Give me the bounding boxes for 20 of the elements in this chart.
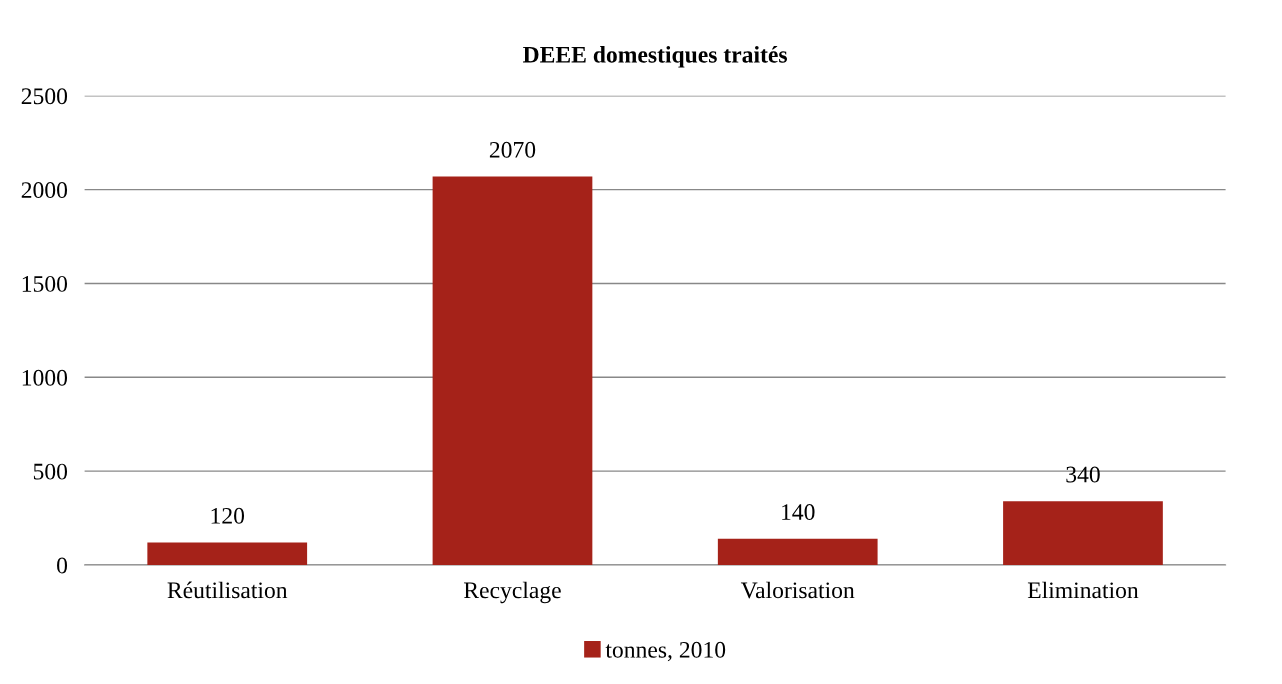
data-label: 140: [782, 504, 815, 521]
x-tick-label: Elimination: [1027, 581, 1139, 599]
y-tick-label: 0: [57, 557, 68, 574]
legend-label: tonnes, 2010: [605, 641, 726, 662]
y-tick-label: 2000: [21, 182, 68, 199]
y-tick-label: 1000: [22, 369, 68, 386]
bar: [1003, 501, 1163, 565]
data-label: 120: [211, 507, 245, 524]
x-tick-label: Réutilisation: [167, 581, 288, 599]
x-tick-label: Recyclage: [464, 581, 561, 604]
bar: [147, 542, 308, 565]
bar: [432, 176, 593, 565]
chart-title: DEEE domestiques traités: [523, 46, 788, 68]
x-tick-label: Valorisation: [740, 581, 855, 599]
y-tick-label: 500: [33, 463, 68, 480]
bar: [717, 538, 878, 565]
data-label: 340: [1066, 466, 1100, 483]
y-tick-label: 1500: [22, 275, 68, 292]
data-label: 2070: [489, 141, 536, 158]
y-tick-label: 2500: [21, 88, 68, 105]
